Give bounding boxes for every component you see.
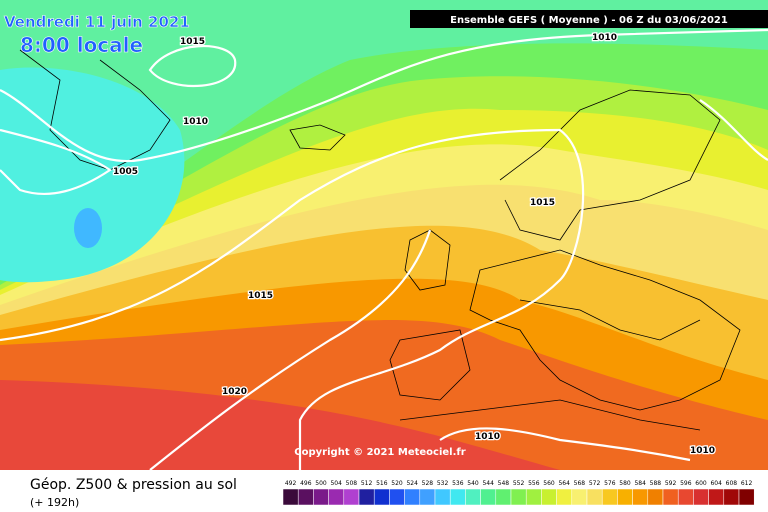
- isobar-label: 1010: [475, 432, 500, 442]
- field: [0, 0, 768, 470]
- colorbar-label: 568: [574, 480, 586, 487]
- colorbar-cell: [601, 488, 618, 506]
- colorbar-label: 560: [543, 480, 555, 487]
- colorbar-label: 556: [528, 480, 540, 487]
- colorbar-label: 564: [558, 480, 570, 487]
- colorbar-cell: [510, 488, 527, 506]
- colorbar-cell: [632, 488, 649, 506]
- colorbar-label: 496: [300, 480, 312, 487]
- colorbar-cell: [328, 488, 345, 506]
- isobar-label: 1015: [530, 198, 555, 208]
- isobar-label: 1010: [690, 446, 715, 456]
- colorbar-label: 584: [634, 480, 646, 487]
- isobar-label: 1010: [183, 117, 208, 127]
- colorbar-cell: [465, 488, 481, 506]
- colorbar-label: 520: [391, 480, 403, 487]
- colorbar-cell: [586, 488, 603, 506]
- colorbar-label: 536: [452, 480, 464, 487]
- date: Vendredi 11 juin 2021: [4, 13, 190, 31]
- colorbar-label: 592: [665, 480, 677, 487]
- colorbar-cell: [419, 488, 436, 506]
- footer-title: Géop. Z500 & pression au sol: [30, 477, 237, 493]
- colorbar-cell: [693, 488, 709, 506]
- isobar-label: 1010: [592, 33, 617, 43]
- colorbar-cell: [313, 488, 329, 506]
- colorbar-label: 600: [695, 480, 707, 487]
- colorbar-cell: [434, 488, 451, 506]
- isobar-label: 1015: [248, 291, 273, 301]
- colorbar-cell: [571, 488, 588, 506]
- copyright: Copyright © 2021 Meteociel.fr: [294, 447, 465, 458]
- colorbar-label: 576: [604, 480, 616, 487]
- colorbar-label: 512: [361, 480, 373, 487]
- colorbar-cell: [282, 488, 299, 506]
- colorbar-cell: [297, 488, 314, 506]
- colorbar-cell: [708, 488, 725, 506]
- colorbar-cell: [738, 488, 755, 506]
- colorbar-cell: [343, 488, 360, 506]
- colorbar-label: 548: [498, 480, 510, 487]
- colorbar-label: 544: [482, 480, 494, 487]
- colorbar-label: 540: [467, 480, 479, 487]
- colorbar-label: 524: [406, 480, 418, 487]
- colorbar-cell: [495, 488, 512, 506]
- colorbar-label: 580: [619, 480, 631, 487]
- local-time: 8:00 locale: [20, 33, 143, 57]
- colorbar-label: 504: [330, 480, 342, 487]
- footer-lead: (+ 192h): [30, 496, 79, 509]
- colorbar-label: 604: [710, 480, 722, 487]
- colorbar-cell: [373, 488, 390, 506]
- colorbar-cell: [541, 488, 557, 506]
- colorbar-label: 508: [346, 480, 358, 487]
- colorbar-cell: [556, 488, 573, 506]
- isobar-label: 1020: [222, 387, 247, 397]
- colorbar-label: 612: [741, 480, 753, 487]
- colorbar-cell: [677, 488, 694, 506]
- colorbar-cell: [404, 488, 421, 506]
- colorbar-label: 532: [437, 480, 449, 487]
- colorbar-cell: [525, 488, 542, 506]
- colorbar-cell: [358, 488, 375, 506]
- colorbar: 492 496 500 504 508 512 516 520 524 528 532 536 540 5…: [282, 480, 755, 506]
- colorbar-label: 596: [680, 480, 692, 487]
- colorbar-cell: [617, 488, 633, 506]
- colorbar-label: 588: [650, 480, 662, 487]
- colorbar-label: 516: [376, 480, 388, 487]
- colorbar-cell: [723, 488, 740, 506]
- colorbar-label: 608: [726, 480, 738, 487]
- isobars: [0, 28, 768, 471]
- colorbar-label: 500: [315, 480, 327, 487]
- colorbar-cell: [449, 488, 466, 506]
- colorbar-label: 572: [589, 480, 601, 487]
- colorbar-label: 492: [285, 480, 297, 487]
- colorbar-cell: [662, 488, 679, 506]
- colorbar-label: 528: [422, 480, 434, 487]
- isobar-label: 1005: [113, 167, 138, 177]
- colorbar-cell: [647, 488, 664, 506]
- colorbar-label: 552: [513, 480, 525, 487]
- colorbar-cell: [480, 488, 497, 506]
- model-box: [410, 10, 768, 28]
- model-info: Ensemble GEFS ( Moyenne ) - 06 Z du 03/0…: [450, 15, 728, 26]
- isobar-label: 1015: [180, 37, 205, 47]
- colorbar-cell: [389, 488, 405, 506]
